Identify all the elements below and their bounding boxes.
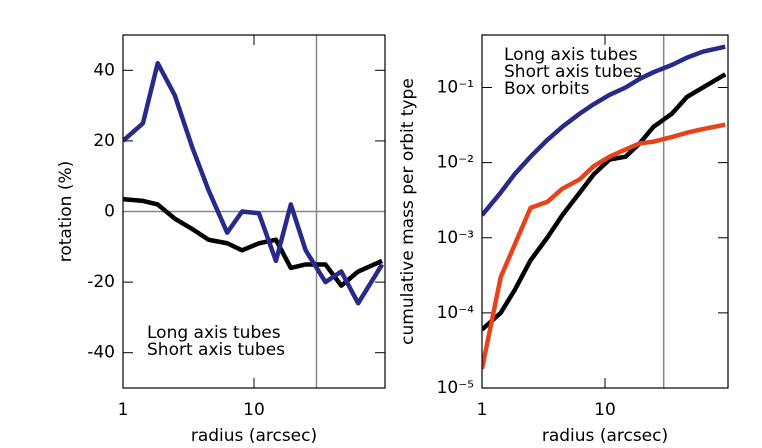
y-axis-label: rotation (%) xyxy=(56,161,76,263)
legend-label: Box orbits xyxy=(504,79,590,99)
y-tick-label: 10⁻² xyxy=(437,153,474,173)
y-tick-label: 40 xyxy=(93,60,115,80)
series-line xyxy=(482,44,726,217)
legend-label: Long axis tubes xyxy=(147,323,281,343)
series-line xyxy=(482,122,726,370)
x-axis-label: radius (arcsec) xyxy=(191,426,317,446)
x-tick-label: 1 xyxy=(118,400,129,420)
series-line xyxy=(123,60,384,306)
y-tick-label: 10⁻³ xyxy=(437,228,474,248)
y-tick-label: 10⁻⁴ xyxy=(437,303,475,323)
y-tick-label: -40 xyxy=(87,343,115,363)
x-tick-label: 10 xyxy=(594,400,616,420)
series-line xyxy=(482,72,727,332)
legend-label: Short axis tubes xyxy=(504,62,642,82)
legend-label: Short axis tubes xyxy=(147,340,285,360)
y-tick-label: 10⁻⁵ xyxy=(437,378,474,398)
x-tick-label: 1 xyxy=(477,400,488,420)
y-tick-label: 20 xyxy=(93,131,115,151)
y-axis-label: cumulative mass per orbit type xyxy=(398,78,418,345)
x-axis-label: radius (arcsec) xyxy=(542,426,668,446)
y-tick-label: 0 xyxy=(104,202,115,222)
x-tick-label: 10 xyxy=(243,400,265,420)
plot-frame xyxy=(122,34,386,389)
y-tick-label: 10⁻¹ xyxy=(437,78,474,98)
plot-frame xyxy=(481,34,729,389)
legend-label: Long axis tubes xyxy=(504,45,638,65)
y-tick-label: -20 xyxy=(87,272,115,292)
